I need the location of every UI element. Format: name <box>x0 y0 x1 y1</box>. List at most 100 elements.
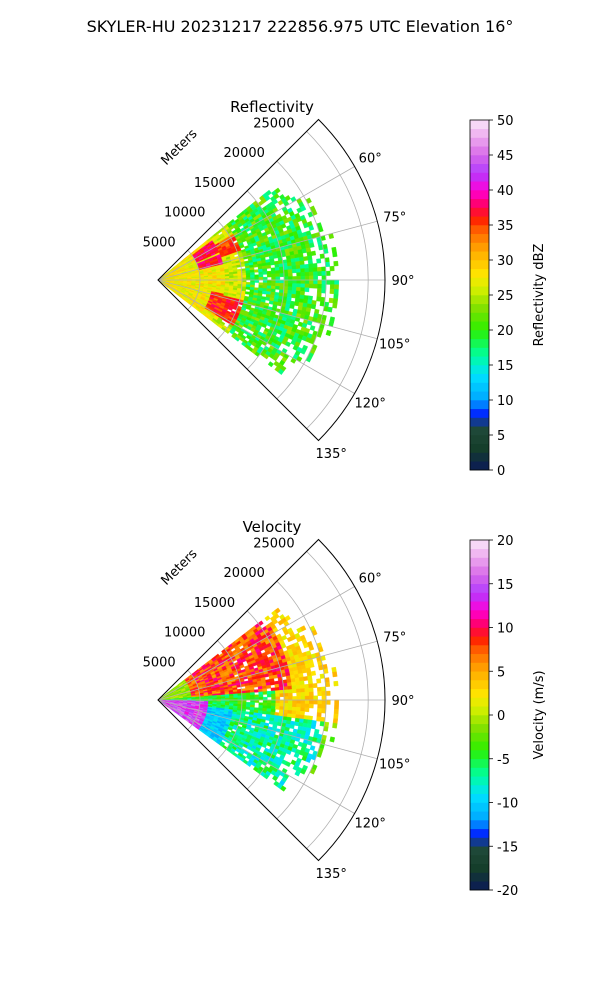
azimuth-gridline <box>157 279 378 340</box>
colorbar-segment <box>470 846 489 856</box>
radar-gate <box>309 275 314 281</box>
radar-gate <box>266 285 272 290</box>
radar-gate <box>266 702 272 707</box>
radar-gate <box>283 696 289 701</box>
radar-gate <box>283 286 289 291</box>
radar-gate <box>296 703 302 708</box>
azimuth-tick-label: 90° <box>391 694 414 709</box>
radar-gate <box>270 285 276 290</box>
radar-gate <box>300 279 306 285</box>
azimuth-tick-label: 60° <box>359 152 382 167</box>
radar-gate <box>304 687 310 693</box>
radar-gate <box>253 263 259 268</box>
radar-gate <box>279 706 285 711</box>
radar-gate <box>268 720 274 725</box>
radar-gate <box>254 274 260 278</box>
radar-gate <box>283 283 289 288</box>
radar-gate <box>299 684 305 690</box>
radar-gate <box>334 699 340 705</box>
radar-gate <box>287 283 293 288</box>
colorbar-segment <box>470 190 489 200</box>
radar-gate <box>266 282 272 287</box>
radar-gate <box>317 283 323 289</box>
radar-gate <box>304 267 310 273</box>
radar-gate <box>291 261 297 267</box>
colorbar-tick-label: -5 <box>497 753 510 768</box>
radar-gate <box>321 270 327 276</box>
colorbar-segment <box>470 583 489 593</box>
colorbar-tick-label: 0 <box>497 709 505 724</box>
radial-tick-label: 20000 <box>224 146 265 161</box>
radar-gate <box>299 260 305 266</box>
radar-gate <box>307 255 313 261</box>
radar-gate <box>275 282 281 287</box>
radar-gate <box>334 704 339 710</box>
radar-gate <box>325 329 332 337</box>
colorbar-tick-label: 35 <box>497 219 514 234</box>
radar-gate <box>288 279 293 284</box>
azimuth-gridline <box>157 699 355 814</box>
radar-gate <box>308 225 315 231</box>
colorbar-segment <box>470 837 489 847</box>
colorbar-segment <box>470 741 489 751</box>
radar-gate <box>296 283 302 288</box>
radar-gate <box>246 694 251 698</box>
colorbar-segment <box>470 268 489 278</box>
radar-gate <box>275 693 281 698</box>
radar-gate <box>321 279 327 285</box>
radar-gate <box>274 607 281 614</box>
radar-gate <box>245 272 251 276</box>
azimuth-tick-label: 105° <box>379 757 410 772</box>
radar-gate <box>292 696 297 701</box>
radial-tick-label: 10000 <box>164 206 205 221</box>
radar-gate <box>245 286 251 290</box>
radar-gate <box>275 705 280 710</box>
radar-gate <box>262 699 268 704</box>
reflectivity-title: Reflectivity <box>230 98 314 116</box>
radar-gate <box>271 696 276 701</box>
colorbar-segment <box>470 732 489 742</box>
colorbar-segment <box>470 216 489 226</box>
colorbar-tick-label: -10 <box>497 797 518 812</box>
radar-gate <box>295 264 301 270</box>
colorbar-segment <box>470 382 489 392</box>
colorbar-segment <box>470 277 489 287</box>
radar-gate <box>279 286 285 291</box>
azimuth-tick-label: 135° <box>316 447 347 462</box>
radar-gate <box>258 691 264 695</box>
radar-gate <box>308 691 314 697</box>
radar-gate <box>241 272 247 276</box>
radar-gate <box>236 684 242 688</box>
colorbar-segment <box>470 610 489 620</box>
colorbar-segment <box>470 662 489 672</box>
colorbar-segment <box>470 365 489 375</box>
radar-gate <box>296 692 302 697</box>
radar-gate <box>325 270 331 276</box>
radar-gate <box>246 702 251 706</box>
radar-gate <box>287 703 293 708</box>
radar-gate <box>289 724 295 730</box>
azimuth-gridline <box>157 640 378 701</box>
radar-gate <box>291 706 297 712</box>
radar-gate <box>304 279 310 285</box>
radar-gate <box>316 708 322 714</box>
colorbar-segment <box>470 671 489 681</box>
radar-gate <box>296 699 302 704</box>
radar-gate <box>307 295 313 301</box>
radar-gate <box>309 745 316 751</box>
azimuth-tick-label: 135° <box>316 867 347 882</box>
radar-gate <box>309 695 314 701</box>
colorbar-segment <box>470 233 489 243</box>
radar-gate <box>292 279 297 284</box>
radar-gate <box>313 271 318 277</box>
radar-gate <box>262 696 268 701</box>
colorbar-segment <box>470 408 489 418</box>
radar-gate <box>292 703 297 708</box>
colorbar-segment <box>470 750 489 760</box>
colorbar-segment <box>470 417 489 427</box>
radar-gate <box>321 704 327 710</box>
colorbar-segment <box>470 435 489 445</box>
radar-gate <box>300 703 306 708</box>
radar-gate <box>321 686 327 692</box>
radar-gate <box>333 680 339 687</box>
